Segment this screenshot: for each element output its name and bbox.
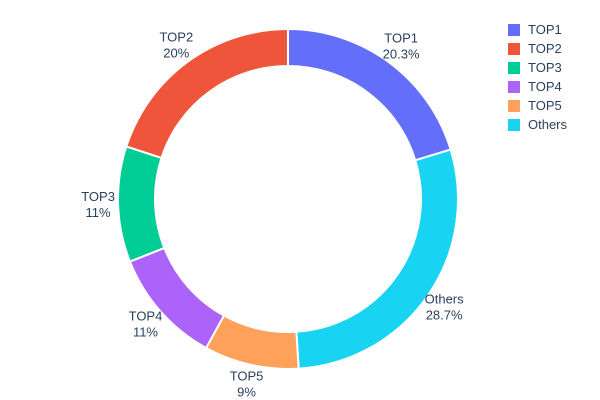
- legend-label: TOP1: [528, 22, 562, 37]
- slice-label-top5: TOP5 9%: [230, 368, 264, 399]
- legend: TOP1 TOP2 TOP3 TOP4 TOP5 Others: [508, 20, 567, 134]
- legend-item-others[interactable]: Others: [508, 115, 567, 134]
- slice-label-others: Others 28.7%: [425, 291, 465, 322]
- legend-swatch-icon: [508, 61, 520, 74]
- pie-slice-top3[interactable]: [117, 145, 166, 263]
- legend-swatch-icon: [508, 23, 520, 36]
- legend-label: TOP3: [528, 60, 562, 75]
- slice-label-top3: TOP3 11%: [81, 189, 115, 220]
- legend-swatch-icon: [508, 80, 520, 93]
- pie-slice-top1[interactable]: [287, 27, 452, 162]
- legend-item-top2[interactable]: TOP2: [508, 39, 567, 58]
- legend-swatch-icon: [508, 118, 520, 131]
- legend-swatch-icon: [508, 99, 520, 112]
- slice-label-top2: TOP2 20%: [159, 29, 193, 60]
- legend-item-top3[interactable]: TOP3: [508, 58, 567, 77]
- legend-item-top1[interactable]: TOP1: [508, 20, 567, 39]
- legend-swatch-icon: [508, 42, 520, 55]
- legend-label: TOP4: [528, 79, 562, 94]
- legend-item-top4[interactable]: TOP4: [508, 77, 567, 96]
- legend-label: TOP2: [528, 41, 562, 56]
- legend-label: TOP5: [528, 98, 562, 113]
- pie-slice-top2[interactable]: [125, 27, 289, 160]
- legend-label: Others: [528, 117, 568, 132]
- pie-slice-others[interactable]: [295, 148, 459, 370]
- legend-item-top5[interactable]: TOP5: [508, 96, 567, 115]
- slice-label-top4: TOP4 11%: [129, 309, 163, 340]
- slice-label-top1: TOP1 20.3%: [383, 30, 420, 61]
